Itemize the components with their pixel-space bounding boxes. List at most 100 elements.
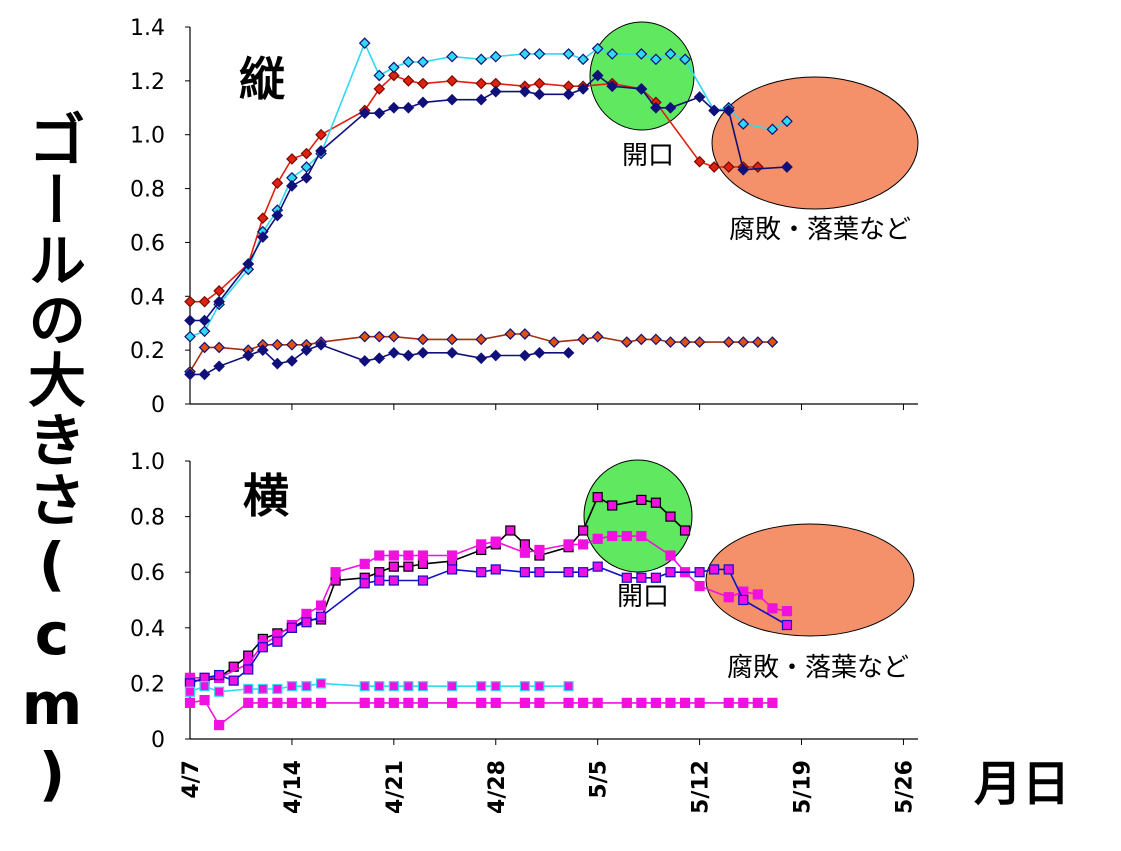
data-point xyxy=(476,539,487,550)
data-point xyxy=(184,697,196,708)
data-point xyxy=(359,681,370,692)
data-point xyxy=(417,697,429,708)
data-point xyxy=(723,697,734,708)
data-point xyxy=(300,147,313,160)
data-point xyxy=(359,558,370,569)
data-point xyxy=(519,539,530,550)
data-point xyxy=(650,572,662,583)
y-tick-label: 1.0 xyxy=(130,124,165,149)
data-point xyxy=(358,107,371,120)
data-point xyxy=(199,694,210,706)
data-point xyxy=(636,697,647,708)
data-point xyxy=(315,145,327,157)
annotation-label: 腐敗・落葉など xyxy=(727,653,909,683)
data-point xyxy=(358,37,371,50)
data-point xyxy=(417,550,429,561)
data-point xyxy=(664,336,677,348)
data-point xyxy=(591,330,604,343)
data-point xyxy=(679,336,691,348)
data-point xyxy=(578,539,589,550)
data-point xyxy=(213,341,225,354)
data-point xyxy=(737,336,750,348)
data-point xyxy=(607,500,618,511)
data-point xyxy=(256,212,269,225)
data-point xyxy=(214,686,225,697)
data-point xyxy=(534,697,545,708)
y-axis-title-text: ゴールの大きさ(cm) xyxy=(18,110,86,810)
data-point xyxy=(781,619,793,631)
data-point xyxy=(607,530,618,542)
data-point xyxy=(650,53,662,66)
data-point xyxy=(665,697,676,708)
data-point xyxy=(722,336,735,348)
data-point xyxy=(358,355,371,367)
data-point xyxy=(635,83,648,95)
data-point xyxy=(242,258,255,270)
data-point xyxy=(475,53,488,66)
data-point xyxy=(417,56,429,68)
data-point xyxy=(563,539,574,550)
data-point xyxy=(387,101,400,114)
data-point xyxy=(387,61,400,74)
data-point xyxy=(373,69,386,82)
data-point xyxy=(184,330,196,343)
data-point xyxy=(489,50,502,63)
data-point xyxy=(300,171,313,184)
annotation-ellipse xyxy=(705,523,915,637)
data-point xyxy=(446,50,458,63)
data-point xyxy=(534,544,545,556)
data-point xyxy=(388,561,399,572)
x-axis-title: 月日 xyxy=(974,756,1070,812)
data-point xyxy=(198,325,211,338)
data-point xyxy=(417,96,429,109)
data-point xyxy=(606,48,619,60)
data-point xyxy=(578,567,589,578)
data-point xyxy=(184,678,196,689)
data-point xyxy=(722,161,735,173)
data-point xyxy=(475,333,488,346)
data-point xyxy=(417,681,429,692)
data-point xyxy=(388,697,399,708)
data-point xyxy=(388,681,399,692)
data-point xyxy=(402,56,415,68)
data-point xyxy=(578,525,589,536)
data-point xyxy=(519,547,530,558)
data-point xyxy=(286,355,298,367)
data-point xyxy=(403,681,414,692)
data-point xyxy=(446,697,458,708)
data-point xyxy=(636,530,647,542)
y-tick-label: 0 xyxy=(151,728,165,753)
data-point xyxy=(489,85,502,98)
y-tick-label: 0.6 xyxy=(130,561,165,586)
x-tick-label: 5/19 xyxy=(791,760,816,814)
data-point xyxy=(402,349,415,362)
data-point xyxy=(257,642,268,653)
series-line xyxy=(190,74,788,322)
data-point xyxy=(373,83,386,95)
data-point xyxy=(709,564,720,575)
chart-title: 縦 xyxy=(239,52,285,106)
data-point xyxy=(636,572,647,583)
data-point xyxy=(620,336,633,348)
data-point xyxy=(373,352,386,365)
y-tick-label: 0 xyxy=(151,393,165,418)
data-point xyxy=(387,330,400,343)
data-point xyxy=(446,681,458,692)
data-point xyxy=(228,675,239,686)
data-point xyxy=(519,48,531,60)
data-point xyxy=(752,697,763,708)
data-point xyxy=(562,346,575,359)
data-point xyxy=(781,115,793,128)
data-point xyxy=(490,681,501,692)
data-point xyxy=(766,123,779,136)
data-point xyxy=(286,180,298,192)
data-point xyxy=(592,697,603,708)
data-point xyxy=(490,536,501,547)
data-point xyxy=(198,295,211,308)
data-point xyxy=(621,697,632,708)
data-point xyxy=(417,333,429,346)
data-point xyxy=(184,368,196,381)
x-tick-label: 4/14 xyxy=(281,760,306,814)
data-point xyxy=(693,155,706,168)
